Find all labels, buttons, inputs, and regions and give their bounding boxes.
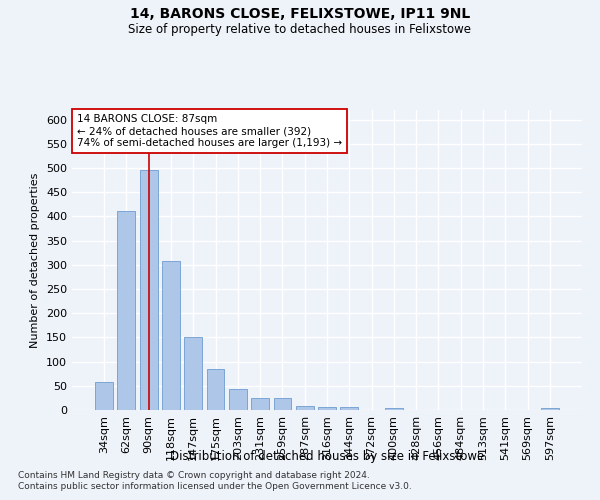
Text: Contains HM Land Registry data © Crown copyright and database right 2024.: Contains HM Land Registry data © Crown c… xyxy=(18,470,370,480)
Bar xyxy=(340,406,358,410)
Text: 14, BARONS CLOSE, FELIXSTOWE, IP11 9NL: 14, BARONS CLOSE, FELIXSTOWE, IP11 9NL xyxy=(130,8,470,22)
Bar xyxy=(541,408,559,410)
Bar xyxy=(251,398,269,410)
Text: Size of property relative to detached houses in Felixstowe: Size of property relative to detached ho… xyxy=(128,22,472,36)
Bar xyxy=(140,170,158,410)
Bar xyxy=(95,382,113,410)
Bar xyxy=(296,406,314,410)
Text: Contains public sector information licensed under the Open Government Licence v3: Contains public sector information licen… xyxy=(18,482,412,491)
Y-axis label: Number of detached properties: Number of detached properties xyxy=(31,172,40,348)
Bar xyxy=(318,406,336,410)
Bar xyxy=(385,408,403,410)
Bar xyxy=(162,262,180,410)
Text: Distribution of detached houses by size in Felixstowe: Distribution of detached houses by size … xyxy=(170,450,484,463)
Bar xyxy=(206,370,224,410)
Bar xyxy=(118,210,136,410)
Bar xyxy=(274,398,292,410)
Text: 14 BARONS CLOSE: 87sqm
← 24% of detached houses are smaller (392)
74% of semi-de: 14 BARONS CLOSE: 87sqm ← 24% of detached… xyxy=(77,114,342,148)
Bar xyxy=(184,338,202,410)
Bar xyxy=(229,388,247,410)
